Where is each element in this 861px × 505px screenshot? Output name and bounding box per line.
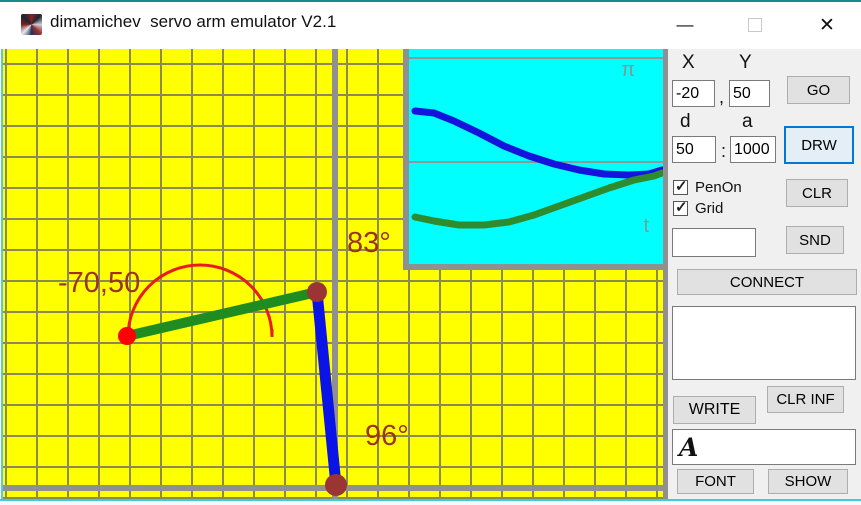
snd-button[interactable]: SND [786, 226, 844, 254]
window-title: dimamichev servo arm emulator V2.1 [50, 12, 337, 31]
angle-time-chart: π t [403, 49, 668, 270]
x-label: X [682, 52, 695, 73]
grid-label: Grid [695, 200, 724, 217]
clr-inf-button[interactable]: CLR INF [767, 386, 844, 413]
penon-label: PenOn [695, 179, 742, 196]
a-input[interactable] [730, 136, 776, 163]
info-output-box[interactable] [672, 306, 856, 380]
minimize-button[interactable]: — [676, 15, 694, 34]
clr-button[interactable]: CLR [786, 179, 848, 207]
drw-button[interactable]: DRW [784, 126, 854, 164]
title-bar: dimamichev servo arm emulator V2.1 — ✕ [0, 2, 861, 47]
angle-curves [409, 57, 663, 229]
close-button[interactable]: ✕ [819, 14, 835, 36]
check-icon: ✓ [675, 199, 688, 216]
vertical-axis [332, 49, 338, 499]
font-sample-glyph: A [679, 432, 699, 462]
font-button[interactable]: FONT [677, 469, 754, 494]
canvas-right-edge [663, 49, 668, 499]
window-bottom-strip [0, 499, 861, 505]
connect-button[interactable]: CONNECT [677, 269, 857, 295]
check-icon: ✓ [675, 178, 688, 195]
font-preview-field[interactable]: A [672, 429, 856, 465]
pi-axis-label: π [621, 59, 635, 81]
show-button[interactable]: SHOW [768, 469, 848, 494]
go-button[interactable]: GO [787, 76, 850, 104]
window-left-border [0, 49, 3, 505]
colon-separator: : [721, 141, 727, 161]
target-coordinates-label: -70,50 [58, 267, 141, 299]
shoulder-angle-label: 83° [347, 227, 391, 259]
base-angle-label: 96° [365, 420, 409, 452]
control-panel: X Y , GO d a : DRW ✓ PenOn ✓ Grid CLR SN… [668, 49, 861, 499]
comma-separator: , [719, 87, 725, 107]
write-button[interactable]: WRITE [673, 396, 756, 424]
grid-checkbox[interactable]: ✓ [673, 199, 688, 216]
penon-checkbox-row[interactable]: ✓ PenOn [673, 178, 742, 196]
a-label: a [742, 111, 753, 132]
y-label: Y [739, 52, 752, 73]
d-label: d [680, 111, 691, 132]
time-axis-label: t [643, 215, 649, 237]
maximize-button[interactable] [734, 10, 776, 40]
maximize-icon [748, 18, 762, 32]
drawing-canvas[interactable]: -70,50 83° 96° π t [3, 49, 668, 499]
x-input[interactable] [672, 80, 715, 107]
penon-checkbox[interactable]: ✓ [673, 178, 688, 195]
app-icon [21, 14, 42, 35]
servo-arm-drawing [118, 263, 347, 496]
grid-checkbox-row[interactable]: ✓ Grid [673, 199, 724, 217]
d-input[interactable] [672, 136, 716, 163]
message-input[interactable] [672, 228, 756, 257]
y-input[interactable] [729, 80, 770, 107]
